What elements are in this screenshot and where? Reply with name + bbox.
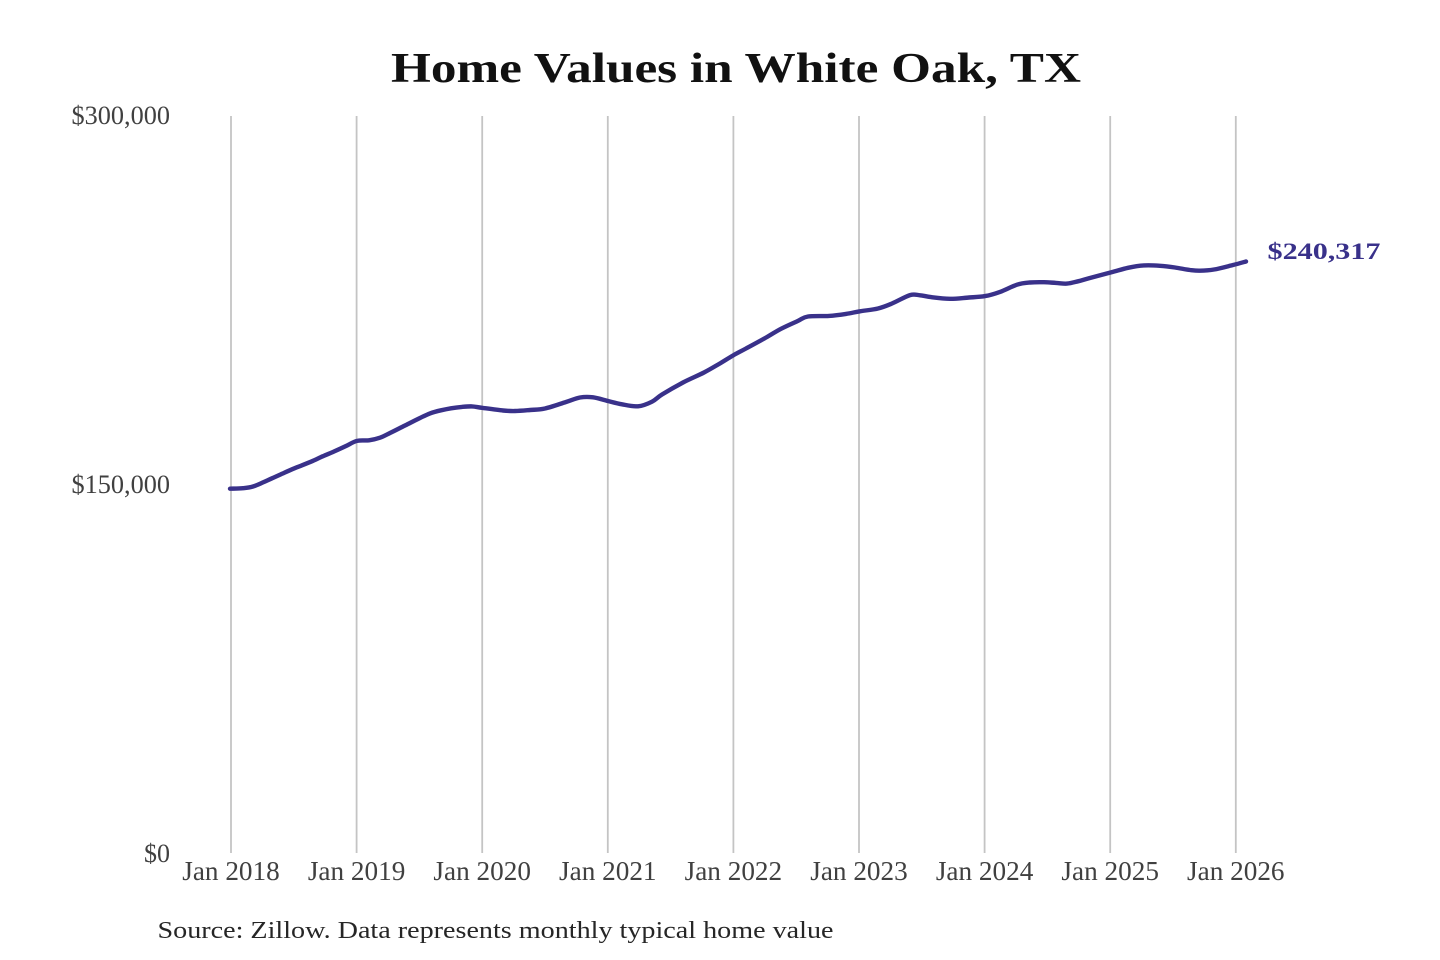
svg-text:Jan 2022: Jan 2022: [685, 856, 783, 886]
svg-text:Jan 2023: Jan 2023: [810, 856, 908, 886]
svg-text:Jan 2025: Jan 2025: [1061, 856, 1159, 886]
svg-text:Jan 2021: Jan 2021: [559, 856, 657, 886]
svg-text:Jan 2020: Jan 2020: [433, 856, 531, 886]
svg-text:$150,000: $150,000: [72, 470, 171, 499]
svg-text:$0: $0: [144, 839, 170, 868]
svg-text:Jan 2019: Jan 2019: [308, 856, 406, 886]
svg-text:Jan 2024: Jan 2024: [936, 856, 1034, 886]
svg-text:$300,000: $300,000: [72, 101, 171, 130]
svg-text:$240,317: $240,317: [1268, 239, 1381, 265]
svg-text:Source: Zillow. Data represent: Source: Zillow. Data represents monthly …: [158, 918, 834, 944]
svg-text:Jan 2026: Jan 2026: [1187, 856, 1285, 886]
svg-text:Jan 2018: Jan 2018: [182, 856, 280, 886]
svg-text:Home Values in White Oak, TX: Home Values in White Oak, TX: [391, 46, 1081, 92]
